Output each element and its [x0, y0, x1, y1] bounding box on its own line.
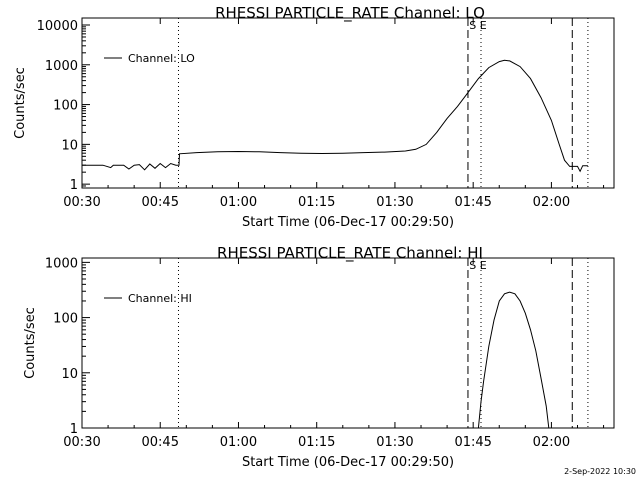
plot-frame: [81, 17, 615, 189]
chart-lo: RHESSI PARTICLE_RATE Channel: LO Counts/…: [13, 4, 615, 230]
x-axis-label: Start Time (06-Dec-17 00:29:50): [242, 455, 454, 470]
x-axis-label: Start Time (06-Dec-17 00:29:50): [242, 215, 454, 230]
x-tick-label: 02:00: [533, 435, 570, 450]
legend-label: Channel: HI: [128, 292, 192, 305]
y-ticks: 1 10 100 1000 10000: [37, 19, 90, 193]
x-tick-label: 00:30: [63, 195, 100, 210]
series: [477, 291, 550, 429]
chart-hi: RHESSI PARTICLE_RATE Channel: HI Counts/…: [23, 244, 615, 470]
x-tick-label: 01:00: [220, 195, 257, 210]
x-tick-label: 02:00: [533, 195, 570, 210]
marker-label: S E: [469, 19, 486, 32]
y-tick-label: 10: [61, 367, 78, 382]
y-tick-label: 10000: [37, 19, 78, 34]
y-axis-label: Counts/sec: [23, 307, 38, 379]
x-ticks: 00:30 00:45 01:00 01:15 01:30 01:45 02:00: [63, 18, 605, 210]
series: [82, 59, 588, 173]
y-tick-label: 1: [70, 178, 78, 193]
marker-label: S E: [469, 259, 486, 272]
x-tick-label: 00:45: [142, 195, 179, 210]
y-tick-label: 1: [70, 422, 78, 437]
x-tick-label: 01:45: [454, 195, 491, 210]
chart-title: RHESSI PARTICLE_RATE Channel: LO: [215, 4, 485, 23]
y-tick-label: 10: [61, 138, 78, 153]
chart-title: RHESSI PARTICLE_RATE Channel: HI: [217, 244, 483, 263]
time-markers: S E: [177, 258, 589, 428]
y-tick-label: 100: [53, 312, 78, 327]
y-tick-label: 1000: [45, 59, 78, 74]
series-line: [82, 59, 588, 173]
date-stamp: 2-Sep-2022 10:30: [564, 467, 636, 476]
x-tick-label: 01:15: [298, 195, 335, 210]
x-tick-label: 01:15: [298, 435, 335, 450]
x-tick-label: 00:45: [142, 435, 179, 450]
x-tick-label: 01:30: [376, 435, 413, 450]
x-tick-label: 01:00: [220, 435, 257, 450]
plot-frame: [81, 257, 615, 429]
y-axis-label: Counts/sec: [13, 67, 28, 139]
x-ticks: 00:30 00:45 01:00 01:15 01:30 01:45 02:00: [63, 258, 605, 450]
y-tick-label: 1000: [45, 256, 78, 271]
x-tick-label: 01:45: [454, 435, 491, 450]
y-ticks: 1 10 100 1000: [45, 256, 90, 437]
x-tick-label: 00:30: [63, 435, 100, 450]
x-tick-label: 01:30: [376, 195, 413, 210]
series-line: [477, 291, 550, 429]
legend-label: Channel: LO: [128, 52, 195, 65]
y-tick-label: 100: [53, 99, 78, 114]
time-markers: S E: [177, 18, 589, 188]
